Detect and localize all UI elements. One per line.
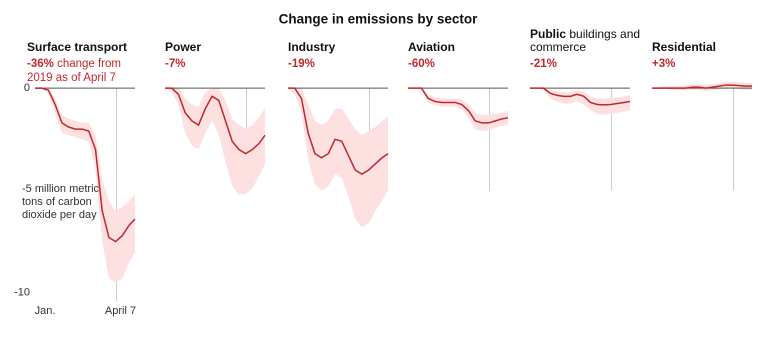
annotation: -36% change from 2019 as of April 7 bbox=[27, 57, 145, 85]
panel-annotation-box: +3% bbox=[652, 57, 770, 89]
uncertainty-band bbox=[408, 88, 508, 132]
title-line: Industry bbox=[288, 41, 406, 54]
panel-title-text: Power bbox=[165, 40, 202, 54]
panel-header: Residential bbox=[652, 26, 770, 54]
title-line: Residential bbox=[652, 41, 770, 54]
uncertainty-band bbox=[165, 88, 265, 195]
line bbox=[530, 87, 631, 106]
title-line: Power bbox=[165, 41, 283, 54]
annotation: -7% bbox=[165, 57, 283, 71]
panel-title: Power bbox=[165, 26, 283, 54]
x-tick-label: April 7 bbox=[105, 305, 136, 317]
panel-header: Surface transport bbox=[27, 26, 145, 54]
line bbox=[165, 87, 266, 155]
title-line: Surface transport bbox=[27, 41, 145, 54]
line bbox=[652, 84, 752, 89]
panel-header: Aviation bbox=[408, 26, 526, 54]
annotation-value: -60% bbox=[408, 58, 435, 70]
panel-annotation: -19% bbox=[288, 57, 406, 89]
panel-annotation-box: -36% change from 2019 as of April 7 bbox=[27, 57, 145, 89]
panel-title: Residential bbox=[652, 26, 770, 54]
panel-header: Industry bbox=[288, 26, 406, 54]
panel-annotation: -60% bbox=[408, 57, 526, 89]
chart-title: Change in emissions by sector bbox=[279, 12, 479, 27]
panel-title: Industry bbox=[288, 26, 406, 54]
panel-header: Public buildings and commerce bbox=[530, 26, 648, 54]
panel-title-text: Industry bbox=[288, 40, 336, 54]
panel-header: Power bbox=[165, 26, 283, 54]
y-tick-label-group: -5 million metric tons of carbon dioxide… bbox=[22, 183, 122, 222]
panel-title-note: buildings and commerce bbox=[530, 27, 641, 54]
uncertainty-band bbox=[530, 88, 630, 115]
title-line: Public buildings and commerce bbox=[530, 28, 648, 54]
y-axis-label: million metric tons of carbon dioxide pe… bbox=[22, 183, 100, 222]
annotation: -60% bbox=[408, 57, 526, 71]
annotation-value: -7% bbox=[165, 58, 186, 70]
uncertainty-band bbox=[288, 88, 388, 228]
panel-annotation: +3% bbox=[652, 57, 770, 89]
panel-header-box: Industry bbox=[288, 26, 406, 54]
y-label-box-box: -5 million metric tons of carbon dioxide… bbox=[22, 183, 122, 227]
panel-header-box: Public buildings and commerce bbox=[530, 26, 648, 54]
panel-header-box: Power bbox=[165, 26, 283, 54]
panel-header-box: Aviation bbox=[408, 26, 526, 54]
uncertainty-band bbox=[35, 88, 135, 283]
y-tick-label: 0 bbox=[24, 82, 30, 94]
panel-title: Aviation bbox=[408, 26, 526, 54]
annotation-value: -36% bbox=[27, 58, 54, 70]
y-tick-label: -10 bbox=[14, 287, 30, 299]
panel-annotation: -36% change from 2019 as of April 7 bbox=[27, 57, 145, 89]
line bbox=[35, 87, 136, 243]
x-tick-label: Jan. bbox=[35, 305, 56, 317]
y-label-box: -5 million metric tons of carbon dioxide… bbox=[22, 183, 122, 227]
annotation-value: -21% bbox=[530, 58, 557, 70]
panel-annotation-box: -7% bbox=[165, 57, 283, 89]
panel-annotation: -7% bbox=[165, 57, 283, 89]
annotation-note: change from 2019 as of April 7 bbox=[27, 58, 121, 84]
panel-annotation: -21% bbox=[530, 57, 648, 89]
annotation: -19% bbox=[288, 57, 406, 71]
panel-annotation-box: -60% bbox=[408, 57, 526, 89]
panel-title: Public buildings and commerce bbox=[530, 26, 648, 54]
line bbox=[288, 87, 389, 175]
annotation: -21% bbox=[530, 57, 648, 71]
title-line: Aviation bbox=[408, 41, 526, 54]
uncertainty-band bbox=[652, 82, 752, 92]
panel-title-text: Aviation bbox=[408, 40, 455, 54]
panel-annotation-box: -21% bbox=[530, 57, 648, 89]
panel-title-text: Residential bbox=[652, 40, 717, 54]
panel-title: Surface transport bbox=[27, 26, 145, 54]
panel-header-box: Surface transport bbox=[27, 26, 145, 54]
annotation: +3% bbox=[652, 57, 770, 71]
annotation-value: -19% bbox=[288, 58, 315, 70]
annotation-value: +3% bbox=[652, 58, 676, 70]
line bbox=[408, 87, 509, 124]
panel-title-text: Surface transport bbox=[27, 40, 128, 54]
panel-title-text: Public bbox=[530, 27, 567, 41]
panel-annotation-box: -19% bbox=[288, 57, 406, 89]
panel-header-box: Residential bbox=[652, 26, 770, 54]
y-tick-label: -5 bbox=[22, 183, 32, 196]
